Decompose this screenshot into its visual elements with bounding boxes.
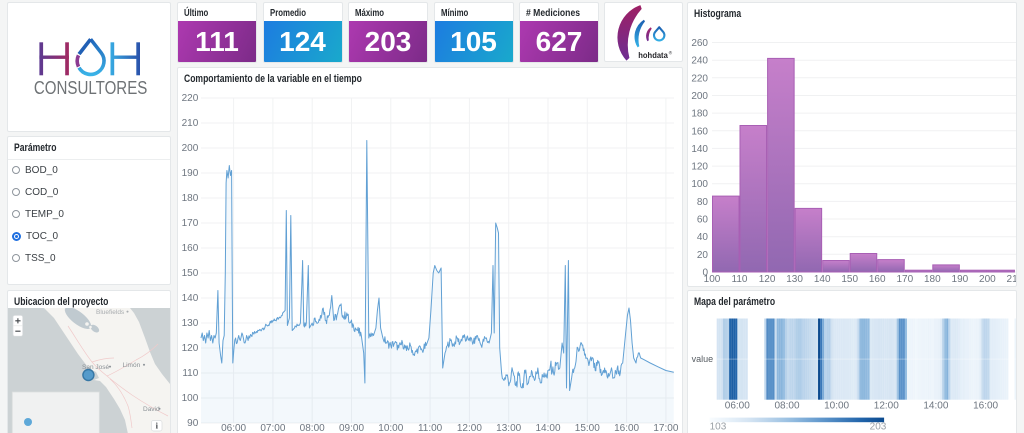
svg-text:150: 150 bbox=[841, 274, 858, 285]
svg-text:200: 200 bbox=[182, 143, 199, 154]
svg-text:170: 170 bbox=[896, 274, 913, 285]
svg-text:120: 120 bbox=[759, 274, 776, 285]
svg-text:08:00: 08:00 bbox=[300, 423, 325, 433]
svg-text:190: 190 bbox=[952, 274, 969, 285]
svg-text:140: 140 bbox=[814, 274, 831, 285]
svg-text:200: 200 bbox=[691, 91, 708, 102]
svg-text:180: 180 bbox=[182, 193, 199, 204]
svg-text:CONSULTORES: CONSULTORES bbox=[34, 78, 148, 98]
svg-text:16:00: 16:00 bbox=[614, 423, 639, 433]
svg-text:120: 120 bbox=[691, 162, 708, 173]
svg-text:110: 110 bbox=[732, 274, 748, 285]
svg-text:240: 240 bbox=[691, 56, 708, 67]
svg-text:0: 0 bbox=[702, 268, 708, 279]
svg-text:10:00: 10:00 bbox=[824, 401, 849, 412]
svg-text:15:00: 15:00 bbox=[575, 423, 600, 433]
svg-text:12:00: 12:00 bbox=[457, 423, 482, 433]
svg-text:08:00: 08:00 bbox=[774, 401, 799, 412]
svg-text:60: 60 bbox=[697, 215, 709, 226]
svg-text:06:00: 06:00 bbox=[725, 401, 750, 412]
svg-text:40: 40 bbox=[697, 232, 709, 243]
svg-text:17:00: 17:00 bbox=[653, 423, 678, 433]
svg-text:190: 190 bbox=[182, 168, 199, 179]
svg-text:130: 130 bbox=[182, 318, 199, 329]
svg-text:hohdata: hohdata bbox=[638, 50, 668, 60]
svg-text:09:00: 09:00 bbox=[339, 423, 364, 433]
svg-text:value: value bbox=[692, 354, 714, 364]
svg-text:®: ® bbox=[669, 50, 673, 56]
svg-text:210: 210 bbox=[1007, 274, 1016, 285]
svg-text:11:00: 11:00 bbox=[418, 423, 443, 433]
svg-text:140: 140 bbox=[182, 293, 199, 304]
svg-text:i: i bbox=[156, 421, 159, 431]
svg-text:14:00: 14:00 bbox=[535, 423, 560, 433]
svg-text:100: 100 bbox=[704, 274, 721, 285]
svg-text:13:00: 13:00 bbox=[496, 423, 521, 433]
svg-text:260: 260 bbox=[691, 38, 708, 49]
svg-text:12:00: 12:00 bbox=[874, 401, 899, 412]
svg-text:210: 210 bbox=[182, 118, 199, 129]
svg-text:150: 150 bbox=[182, 268, 199, 279]
svg-text:David: David bbox=[143, 406, 160, 413]
svg-text:Bluefields: Bluefields bbox=[96, 309, 125, 316]
svg-text:110: 110 bbox=[182, 368, 198, 379]
svg-text:160: 160 bbox=[691, 126, 708, 137]
svg-text:160: 160 bbox=[182, 243, 199, 254]
svg-text:80: 80 bbox=[697, 197, 709, 208]
svg-text:San José: San José bbox=[82, 364, 109, 371]
svg-text:140: 140 bbox=[691, 144, 708, 155]
svg-text:06:00: 06:00 bbox=[221, 423, 246, 433]
svg-text:220: 220 bbox=[182, 93, 199, 104]
svg-text:220: 220 bbox=[691, 73, 708, 84]
svg-text:10:00: 10:00 bbox=[378, 423, 403, 433]
svg-text:103: 103 bbox=[710, 422, 727, 433]
svg-text:203: 203 bbox=[870, 422, 887, 433]
svg-text:160: 160 bbox=[869, 274, 886, 285]
svg-text:90: 90 bbox=[187, 418, 199, 429]
svg-text:100: 100 bbox=[182, 393, 199, 404]
svg-text:14:00: 14:00 bbox=[923, 401, 948, 412]
svg-text:200: 200 bbox=[979, 274, 996, 285]
svg-text:100: 100 bbox=[691, 179, 708, 190]
svg-text:Limón: Limón bbox=[123, 362, 141, 369]
svg-text:20: 20 bbox=[697, 250, 709, 261]
svg-text:170: 170 bbox=[182, 218, 199, 229]
svg-text:16:00: 16:00 bbox=[973, 401, 998, 412]
svg-text:180: 180 bbox=[924, 274, 941, 285]
svg-text:120: 120 bbox=[182, 343, 199, 354]
svg-text:130: 130 bbox=[786, 274, 803, 285]
svg-text:07:00: 07:00 bbox=[260, 423, 285, 433]
svg-text:180: 180 bbox=[691, 109, 708, 120]
